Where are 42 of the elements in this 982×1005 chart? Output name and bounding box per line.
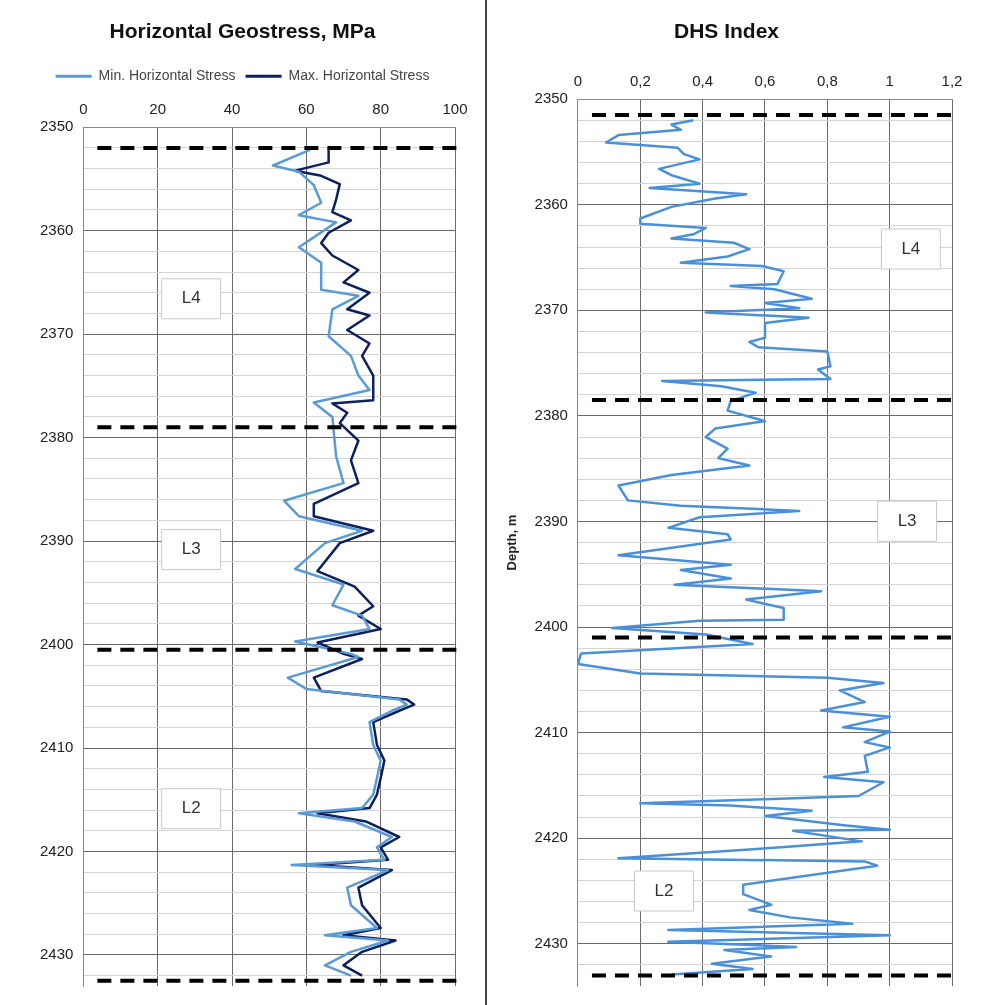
x-tick-label: 40 bbox=[223, 100, 241, 118]
y-tick-label: 2400 bbox=[39, 634, 74, 652]
annotation: L4 bbox=[181, 288, 201, 308]
x-tick-label: 0 bbox=[573, 72, 583, 90]
y-tick-label: 2420 bbox=[534, 828, 568, 846]
annotation: L3 bbox=[181, 539, 201, 559]
x-tick-label: 60 bbox=[298, 100, 315, 118]
y-tick-label: 2380 bbox=[39, 427, 74, 445]
y-tick-label: 2430 bbox=[39, 945, 74, 963]
chart-title: DHS Index bbox=[673, 19, 780, 43]
x-tick-label: 0 bbox=[79, 100, 88, 118]
y-tick-label: 2360 bbox=[39, 220, 74, 238]
y-tick-label: 2420 bbox=[39, 841, 74, 859]
annotation: L2 bbox=[181, 798, 201, 818]
y-axis-title: Depth, m bbox=[504, 514, 520, 571]
x-tick-label: 0,6 bbox=[754, 72, 776, 90]
chart-title: Horizontal Geostress, MPa bbox=[109, 19, 376, 43]
legend-label: Max. Horizontal Stress bbox=[288, 67, 430, 84]
y-tick-label: 2350 bbox=[39, 117, 74, 135]
x-tick-label: 1,2 bbox=[941, 72, 963, 90]
x-tick-label: 0,2 bbox=[629, 72, 651, 90]
y-tick-label: 2380 bbox=[534, 406, 568, 424]
annotation: L4 bbox=[901, 238, 921, 258]
y-tick-label: 2390 bbox=[534, 511, 568, 529]
x-tick-label: 0,8 bbox=[816, 72, 838, 90]
y-tick-label: 2430 bbox=[534, 933, 568, 951]
y-tick-label: 2410 bbox=[39, 738, 74, 756]
x-tick-label: 20 bbox=[149, 100, 167, 118]
annotation: L2 bbox=[654, 880, 674, 900]
y-tick-label: 2370 bbox=[534, 300, 568, 318]
x-tick-label: 80 bbox=[372, 100, 390, 118]
y-tick-label: 2390 bbox=[39, 531, 74, 549]
y-tick-label: 2400 bbox=[534, 617, 568, 635]
y-tick-label: 2410 bbox=[534, 722, 568, 740]
y-tick-label: 2370 bbox=[39, 324, 74, 342]
x-tick-label: 1 bbox=[885, 72, 894, 90]
y-tick-label: 2350 bbox=[534, 89, 568, 107]
legend-label: Min. Horizontal Stress bbox=[98, 67, 236, 84]
annotation: L3 bbox=[897, 510, 917, 530]
y-tick-label: 2360 bbox=[534, 194, 568, 212]
x-tick-label: 100 bbox=[442, 100, 468, 118]
x-tick-label: 0,4 bbox=[692, 72, 714, 90]
